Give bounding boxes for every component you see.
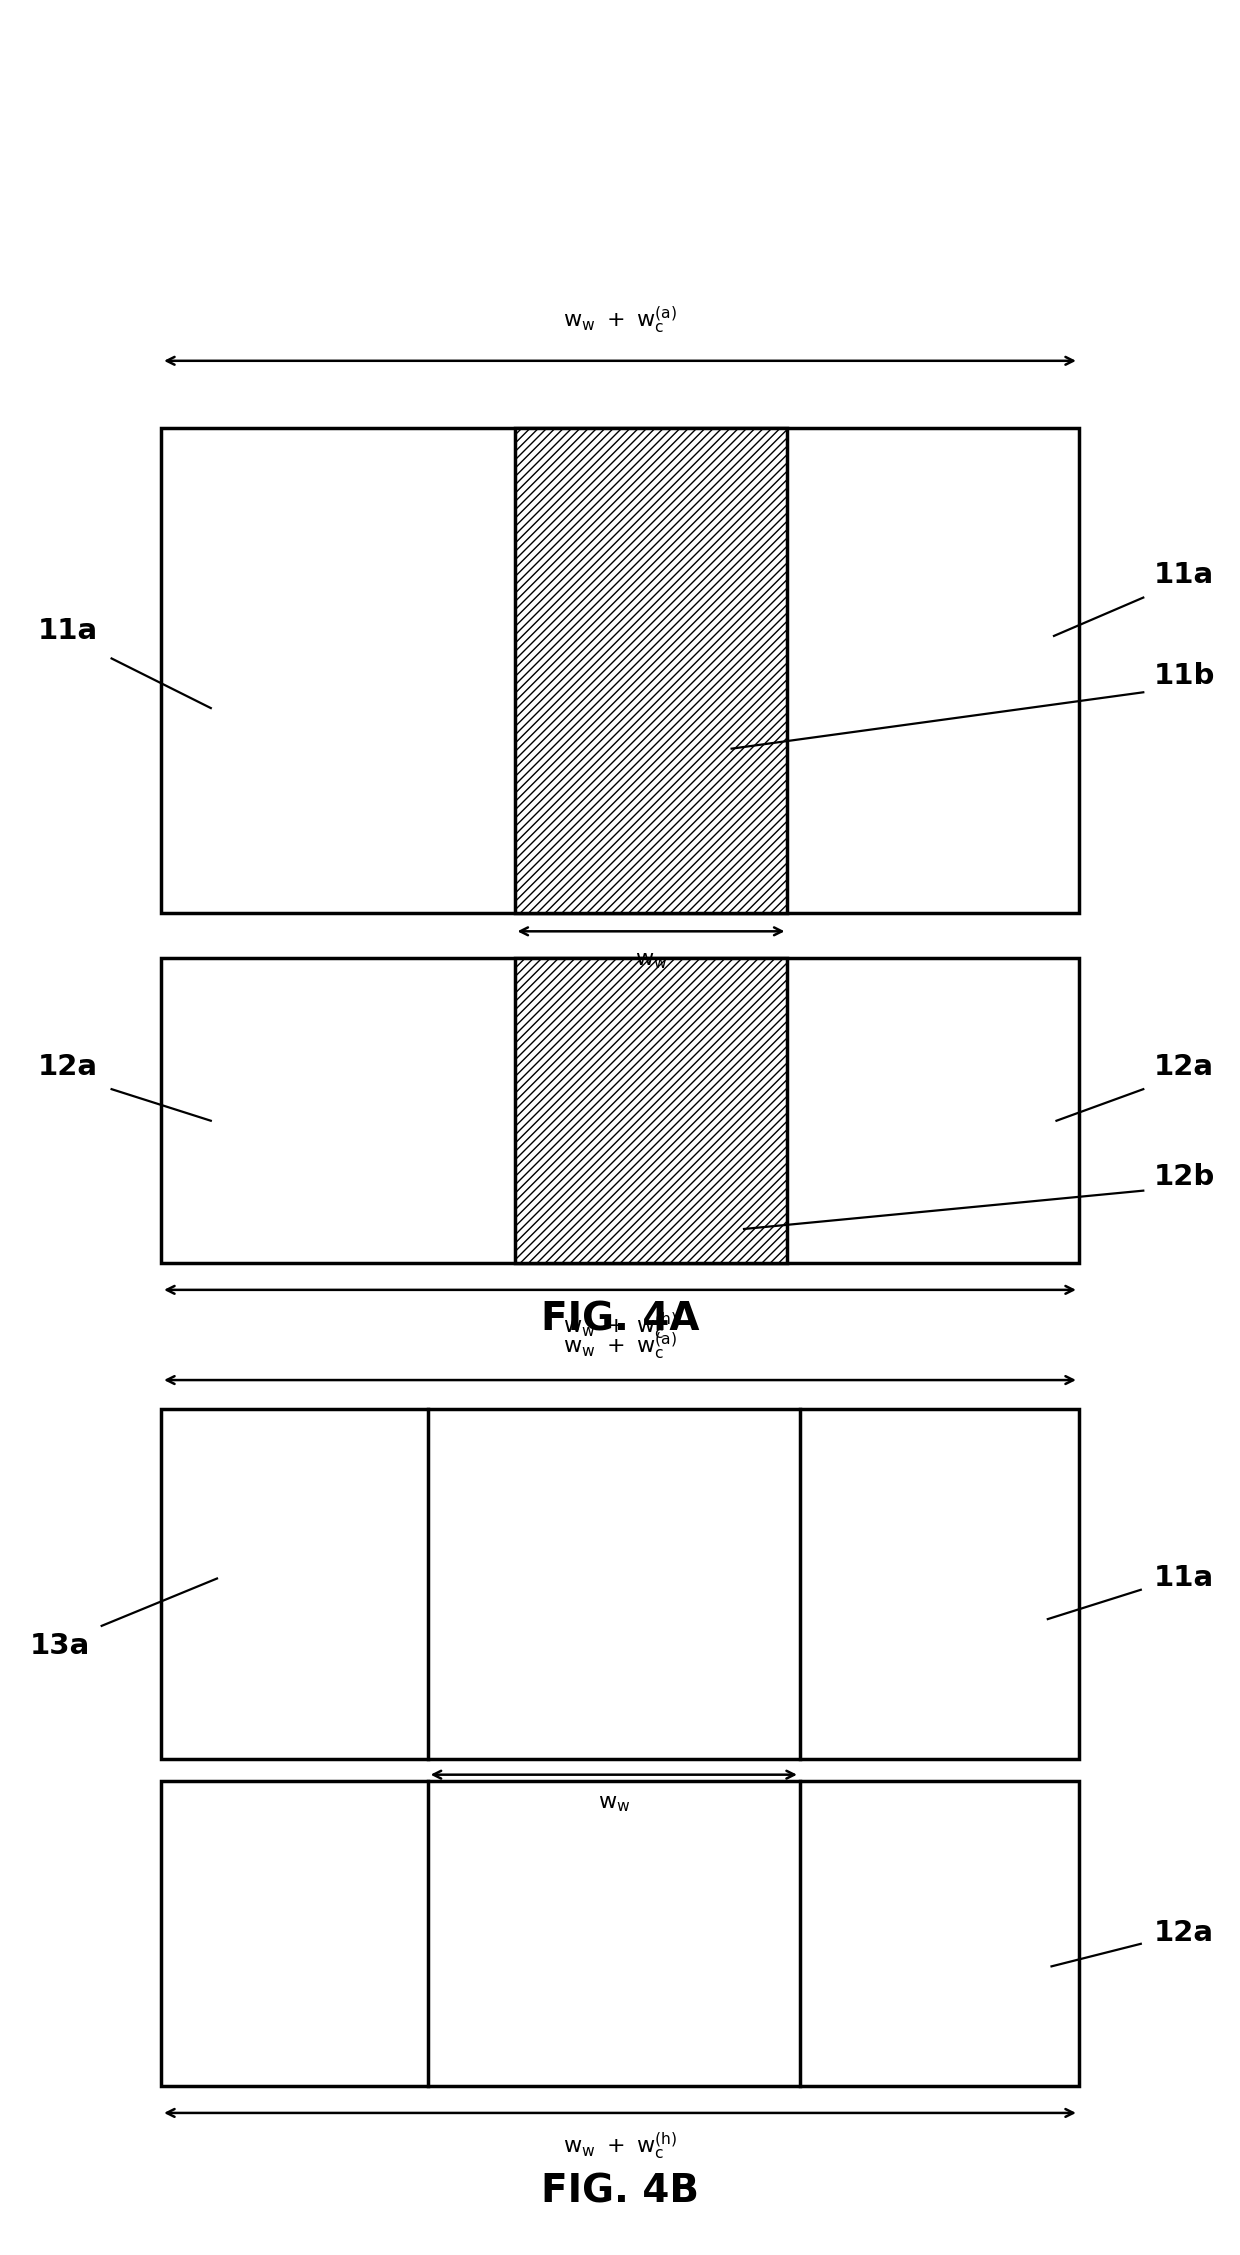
Text: 12a: 12a <box>38 1053 98 1080</box>
Bar <box>161 1409 428 1759</box>
Text: 11a: 11a <box>38 618 98 645</box>
Text: 11a: 11a <box>1154 561 1214 589</box>
Text: 11a: 11a <box>1154 1565 1214 1592</box>
Bar <box>161 428 1079 913</box>
Text: $\mathregular{w_w\ +\ w_c^{(a)}}$: $\mathregular{w_w\ +\ w_c^{(a)}}$ <box>563 1330 677 1362</box>
Bar <box>515 428 787 913</box>
Bar <box>428 1409 800 1759</box>
Bar <box>515 958 787 1263</box>
Text: $\mathregular{w_w\ +\ w_c^{(h)}}$: $\mathregular{w_w\ +\ w_c^{(h)}}$ <box>563 1310 677 1342</box>
Text: $\mathregular{w_w}$: $\mathregular{w_w}$ <box>598 1795 630 1813</box>
Text: 12b: 12b <box>1153 1164 1215 1191</box>
Bar <box>428 1781 800 2086</box>
Bar <box>161 1781 1079 2086</box>
Text: FIG. 4A: FIG. 4A <box>541 1301 699 1337</box>
Bar <box>800 1781 1079 2086</box>
Bar <box>161 1409 1079 1759</box>
Text: 12a: 12a <box>1154 1919 1214 1946</box>
Text: 13a: 13a <box>30 1633 89 1660</box>
Text: $\mathregular{w_w\ +\ w_c^{(h)}}$: $\mathregular{w_w\ +\ w_c^{(h)}}$ <box>563 2131 677 2163</box>
Bar <box>161 1781 428 2086</box>
Text: FIG. 4B: FIG. 4B <box>541 2174 699 2210</box>
Text: 11b: 11b <box>1153 663 1215 690</box>
Bar <box>161 1781 1079 2086</box>
Text: 12a: 12a <box>1154 1053 1214 1080</box>
Bar <box>161 958 1079 1263</box>
Text: $\mathregular{w_w}$: $\mathregular{w_w}$ <box>635 952 667 970</box>
Bar <box>800 1409 1079 1759</box>
Bar <box>161 1409 1079 1759</box>
Text: $\mathregular{w_w\ +\ w_c^{(a)}}$: $\mathregular{w_w\ +\ w_c^{(a)}}$ <box>563 304 677 336</box>
